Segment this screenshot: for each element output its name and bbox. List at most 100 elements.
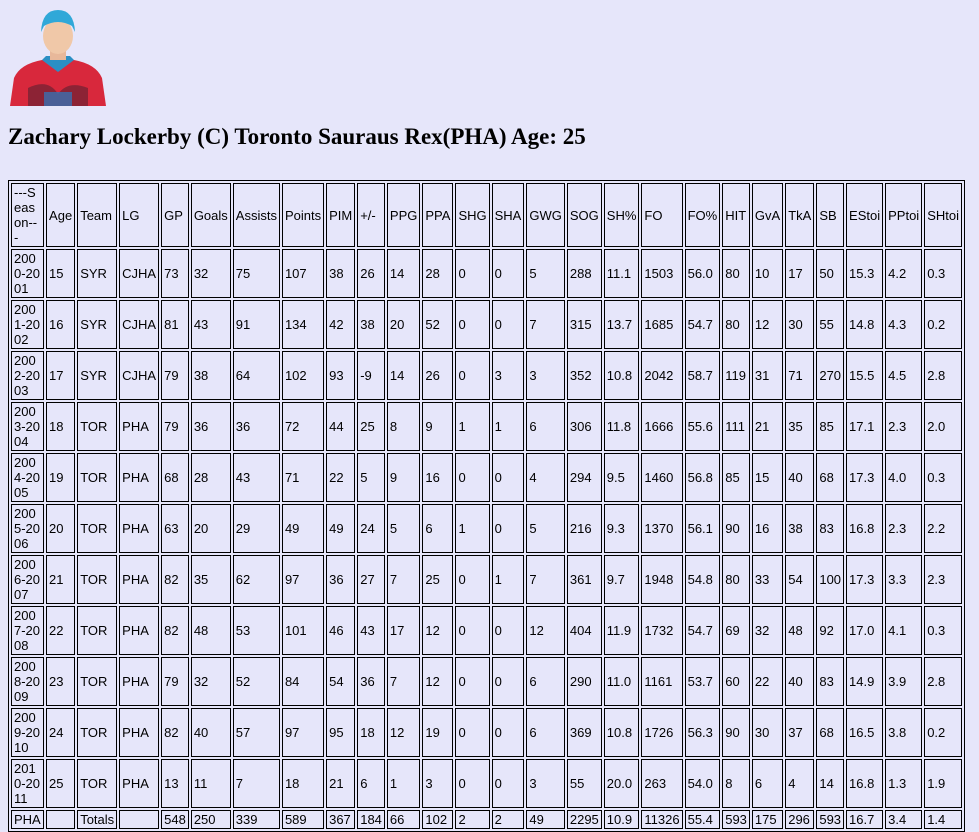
table-cell: 1: [491, 402, 525, 451]
table-cell: 85: [722, 453, 750, 502]
table-cell: 8: [386, 402, 421, 451]
table-cell: 0: [491, 606, 525, 655]
table-cell: 22: [751, 657, 784, 706]
table-cell: ---Season---: [11, 183, 45, 247]
season-row: 2000-2001 15 SYR CJHA 73 32 75 107 38 26 14 28 0 0 5 28…: [11, 249, 962, 298]
table-cell: GWG: [526, 183, 565, 247]
table-cell: CJHA: [119, 351, 160, 400]
table-cell: 16.5: [846, 708, 884, 757]
table-cell: SH%: [603, 183, 640, 247]
table-cell: 6: [357, 759, 385, 808]
table-cell: 48: [190, 606, 231, 655]
table-cell: 83: [816, 657, 845, 706]
table-cell: 17.3: [846, 555, 884, 604]
table-cell: PPG: [386, 183, 421, 247]
table-cell: 11: [190, 759, 231, 808]
season-row: 2005-2006 20 TOR PHA 63 20 29 49 49 24 5 6 1 0 5 216 9.3…: [11, 504, 962, 553]
table-cell: 0.2: [924, 300, 962, 349]
table-cell: 64: [232, 351, 280, 400]
table-cell: 12: [751, 300, 784, 349]
table-cell: 0: [491, 657, 525, 706]
table-cell: 52: [422, 300, 454, 349]
table-cell: 80: [722, 249, 750, 298]
table-cell: 66: [386, 810, 421, 829]
table-cell: SOG: [566, 183, 602, 247]
table-cell: 25: [422, 555, 454, 604]
table-cell: 36: [190, 402, 231, 451]
table-cell: 32: [190, 249, 231, 298]
table-cell: 10.8: [603, 351, 640, 400]
table-cell: 339: [232, 810, 280, 829]
table-cell: 6: [422, 504, 454, 553]
table-cell: 54: [326, 657, 356, 706]
table-cell: 17: [785, 249, 815, 298]
table-cell: 175: [751, 810, 784, 829]
table-cell: 18: [357, 708, 385, 757]
table-cell: 55: [816, 300, 845, 349]
table-cell: 0: [491, 708, 525, 757]
table-cell: FO: [641, 183, 683, 247]
table-cell: 17: [46, 351, 76, 400]
table-cell: 250: [190, 810, 231, 829]
table-cell: 21: [751, 402, 784, 451]
page: {"player": {"name": "Zachary Lockerby (C…: [8, 10, 965, 832]
table-cell: Assists: [232, 183, 280, 247]
table-cell: 1460: [641, 453, 683, 502]
table-cell: 82: [161, 708, 189, 757]
table-cell: 2010-2011: [11, 759, 45, 808]
table-cell: PHA: [119, 606, 160, 655]
table-cell: 404: [566, 606, 602, 655]
table-cell: 49: [281, 504, 325, 553]
table-cell: 46: [326, 606, 356, 655]
table-cell: 19: [46, 453, 76, 502]
table-cell: 102: [281, 351, 325, 400]
table-cell: 1161: [641, 657, 683, 706]
table-cell: 79: [161, 657, 189, 706]
table-cell: 58.7: [684, 351, 721, 400]
table-cell: 12: [526, 606, 565, 655]
totals-row: PHA Totals 548 250 339 589 367 184 66 102 2 2 49 2295…: [11, 810, 962, 829]
table-cell: 75: [232, 249, 280, 298]
table-cell: 17.0: [846, 606, 884, 655]
table-cell: 134: [281, 300, 325, 349]
table-cell: 37: [785, 708, 815, 757]
season-row: 2001-2002 16 SYR CJHA 81 43 91 134 42 38 20 52 0 0 7 31…: [11, 300, 962, 349]
table-cell: 7: [386, 657, 421, 706]
table-cell: 2000-2001: [11, 249, 45, 298]
season-row: 2009-2010 24 TOR PHA 82 40 57 97 95 18 12 19 0 0 6 369 1…: [11, 708, 962, 757]
table-cell: 0: [455, 351, 490, 400]
table-cell: 56.0: [684, 249, 721, 298]
table-cell: 54.8: [684, 555, 721, 604]
table-cell: 0.2: [924, 708, 962, 757]
table-cell: 16: [751, 504, 784, 553]
table-cell: PIM: [326, 183, 356, 247]
table-cell: 0: [455, 606, 490, 655]
table-cell: 80: [722, 300, 750, 349]
table-cell: 10: [751, 249, 784, 298]
table-cell: 0: [455, 657, 490, 706]
table-cell: 24: [357, 504, 385, 553]
table-cell: 9.7: [603, 555, 640, 604]
season-row: 2004-2005 19 TOR PHA 68 28 43 71 22 5 9 16 0 0 4 294 9.5…: [11, 453, 962, 502]
table-cell: 54: [785, 555, 815, 604]
table-cell: 30: [785, 300, 815, 349]
table-cell: 40: [785, 657, 815, 706]
table-cell: 16: [46, 300, 76, 349]
table-cell: 9.5: [603, 453, 640, 502]
table-cell: 16.8: [846, 759, 884, 808]
table-cell: 44: [326, 402, 356, 451]
table-cell: 3: [491, 351, 525, 400]
table-cell: 21: [46, 555, 76, 604]
table-cell: 27: [357, 555, 385, 604]
table-cell: 3.9: [885, 657, 923, 706]
table-cell: 2.8: [924, 351, 962, 400]
table-cell: 0: [455, 759, 490, 808]
table-cell: 107: [281, 249, 325, 298]
table-cell: 79: [161, 402, 189, 451]
table-cell: 60: [722, 657, 750, 706]
table-cell: SYR: [77, 300, 118, 349]
table-cell: EStoi: [846, 183, 884, 247]
table-cell: 5: [386, 504, 421, 553]
table-cell: 56.3: [684, 708, 721, 757]
table-cell: 35: [190, 555, 231, 604]
